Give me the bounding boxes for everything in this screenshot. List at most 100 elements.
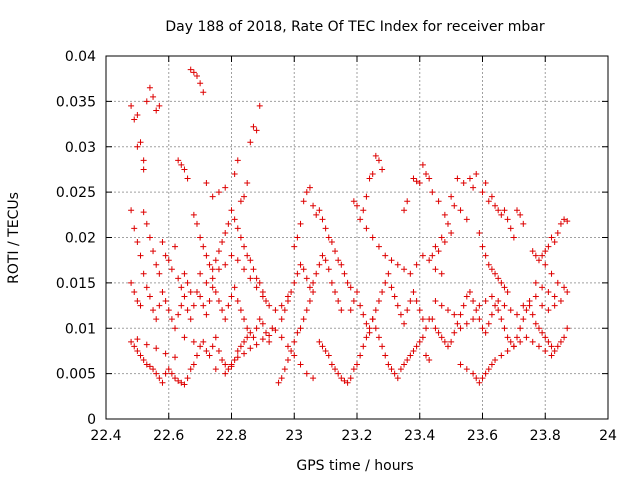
data-point <box>485 366 492 373</box>
data-point <box>181 293 188 300</box>
data-point <box>360 207 367 214</box>
data-point <box>510 343 517 350</box>
data-point <box>372 307 379 314</box>
data-point <box>476 229 483 236</box>
data-point <box>297 325 304 332</box>
data-point <box>203 347 210 354</box>
data-point <box>284 293 291 300</box>
data-point <box>488 311 495 318</box>
data-point <box>259 293 266 300</box>
data-point <box>197 343 204 350</box>
x-axis-label: GPS time / hours <box>296 458 413 474</box>
data-point <box>532 293 539 300</box>
data-point <box>215 347 222 354</box>
x-tick-label: 23.8 <box>530 428 561 444</box>
data-point <box>463 293 470 300</box>
axis-ticks: 22.4 22.6 22.8 23 23.2 23.4 23.6 23.8 24 0 0.005 0.… <box>56 49 617 444</box>
data-point <box>375 298 382 305</box>
data-point <box>325 266 332 273</box>
data-point <box>482 252 489 259</box>
data-point <box>288 288 295 295</box>
data-point <box>539 329 546 336</box>
data-point <box>241 350 248 357</box>
data-point <box>501 207 508 214</box>
data-point <box>225 366 232 373</box>
data-point <box>181 334 188 341</box>
data-point <box>187 66 194 73</box>
data-point <box>485 261 492 268</box>
data-point <box>542 334 549 341</box>
data-point <box>404 307 411 314</box>
data-point <box>444 307 451 314</box>
data-point <box>369 170 376 177</box>
data-point <box>300 198 307 205</box>
data-point <box>310 202 317 209</box>
data-point <box>197 234 204 241</box>
data-point <box>137 352 144 359</box>
data-point <box>344 279 351 286</box>
data-point <box>209 266 216 273</box>
data-point <box>284 343 291 350</box>
data-point <box>244 334 251 341</box>
data-point <box>244 180 251 187</box>
data-point <box>140 166 147 173</box>
data-point <box>162 252 169 259</box>
data-point <box>297 261 304 268</box>
data-point <box>557 338 564 345</box>
data-point <box>187 366 194 373</box>
data-point <box>209 284 216 291</box>
data-point <box>165 307 172 314</box>
data-point <box>178 302 185 309</box>
data-point <box>561 216 568 223</box>
data-point <box>363 225 370 232</box>
data-point <box>520 220 527 227</box>
data-point <box>143 220 150 227</box>
data-point <box>564 288 571 295</box>
data-point <box>184 375 191 382</box>
data-point <box>168 266 175 273</box>
data-point <box>523 334 530 341</box>
data-point <box>429 252 436 259</box>
data-point <box>451 311 458 318</box>
data-point <box>482 329 489 336</box>
data-point <box>231 170 238 177</box>
data-point <box>335 298 342 305</box>
data-point <box>209 193 216 200</box>
data-point <box>492 202 499 209</box>
data-point <box>178 284 185 291</box>
data-point <box>435 248 442 255</box>
data-point <box>278 334 285 341</box>
data-point <box>162 370 169 377</box>
data-point <box>256 316 263 323</box>
data-point <box>347 375 354 382</box>
x-tick-label: 23.2 <box>341 428 372 444</box>
data-point <box>190 361 197 368</box>
data-point <box>181 166 188 173</box>
data-point <box>259 320 266 327</box>
grid <box>106 56 608 419</box>
y-tick-label: 0.025 <box>56 185 96 201</box>
data-point <box>150 93 157 100</box>
data-point <box>432 243 439 250</box>
data-point <box>212 288 219 295</box>
data-point <box>325 352 332 359</box>
data-point <box>473 307 480 314</box>
data-point <box>498 352 505 359</box>
data-point <box>545 307 552 314</box>
data-point <box>193 220 200 227</box>
data-point <box>316 261 323 268</box>
data-point <box>328 239 335 246</box>
data-point <box>564 325 571 332</box>
data-point <box>222 370 229 377</box>
data-point <box>143 341 150 348</box>
data-point <box>231 284 238 291</box>
data-point <box>215 266 222 273</box>
data-point <box>448 338 455 345</box>
data-point <box>278 302 285 309</box>
data-point <box>426 257 433 264</box>
data-point <box>266 338 273 345</box>
data-point <box>234 354 241 361</box>
data-point <box>479 189 486 196</box>
data-point <box>175 157 182 164</box>
data-point <box>332 288 339 295</box>
